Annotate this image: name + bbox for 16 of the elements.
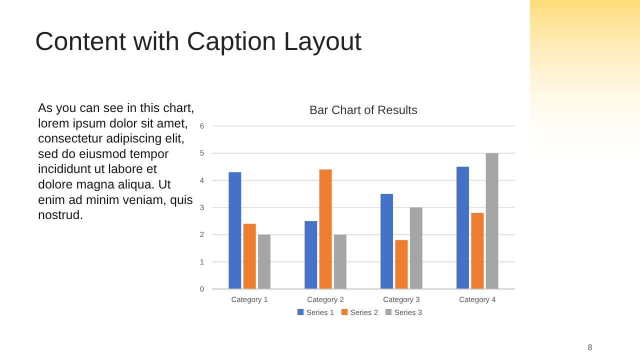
text: As you can see in this chart, lorem ipsum dolor sit amet, consectetur adipiscing elit, sed do eiusmod tempor incididunt ut labore et dolore magna aliqua. Ut enim ad minim veniam, quis nostrud.: [38, 101, 194, 222]
chart-title: Bar Chart of Results: [309, 103, 418, 117]
bar: [243, 224, 256, 289]
bar: [304, 221, 318, 289]
text: Content with Caption Layout: [35, 26, 362, 56]
bar: [456, 166, 469, 289]
bar: [410, 208, 422, 289]
bar: [334, 234, 346, 289]
bar: [395, 240, 408, 289]
bar: [486, 153, 498, 289]
bar: [228, 172, 242, 289]
bar: [471, 212, 484, 289]
bar: [258, 234, 270, 289]
bar: [380, 194, 394, 289]
text: 8: [588, 343, 593, 352]
bar: [319, 169, 332, 289]
